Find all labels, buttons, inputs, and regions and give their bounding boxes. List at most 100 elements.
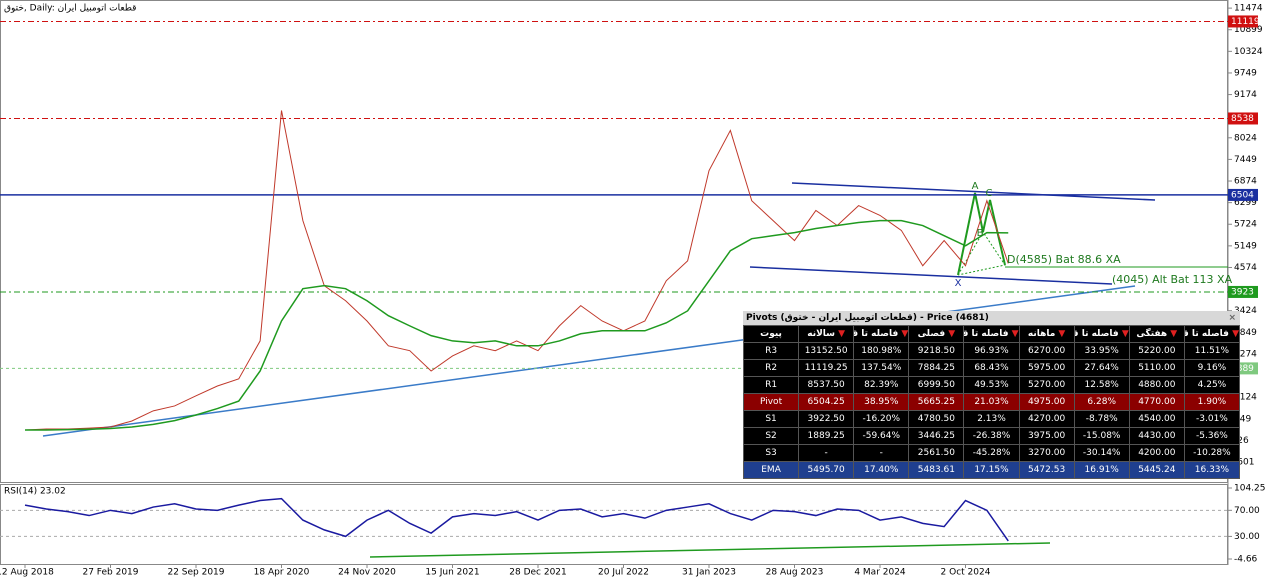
annotation: (4045) Alt Bat 113 XA: [1112, 273, 1233, 286]
level-tag: [1228, 112, 1258, 125]
rsi-title: RSI(14) 23.02: [4, 487, 66, 497]
table-title: Pivots (قطعات اتومبیل ایران - ختوق) - Pr…: [743, 311, 1240, 325]
table-cell: 5445.24: [1128, 461, 1185, 479]
rsi-trend-line: [369, 542, 1051, 558]
header-text: فاصله تا قیمت: [1185, 329, 1229, 339]
header-row: پیوت▼ سالانه▼ فاصله تا قیمت▼ فصلی▼ فاصله…: [742, 325, 1241, 343]
table-cell: -8.78%: [1073, 410, 1130, 428]
header-cell: ▼ فاصله تا قیمت: [853, 325, 910, 343]
x-tick-label: 28 Aug 2023: [766, 568, 824, 578]
table-cell: 12.58%: [1073, 376, 1130, 394]
trend-line: [749, 266, 1113, 285]
header-text: فاصله تا قیمت: [965, 329, 1009, 339]
x-tick-label: 27 Feb 2019: [82, 568, 138, 578]
table-cell: 5975.00: [1018, 359, 1075, 377]
y-tick-label: 3424: [1234, 306, 1257, 316]
table-cell: 27.64%: [1073, 359, 1130, 377]
annotation: B: [977, 228, 984, 239]
level-label: 3923: [1231, 287, 1254, 297]
table-cell: 11.51%: [1183, 342, 1241, 360]
table-cell: -45.28%: [963, 444, 1020, 462]
pattern: [957, 231, 1006, 276]
table-cell: -15.08%: [1073, 427, 1130, 445]
table-cell: 16.91%: [1073, 461, 1130, 479]
table-cell: 5495.70: [798, 461, 855, 479]
table-cell: 38.95%: [853, 393, 910, 411]
level-label: 11119: [1231, 17, 1260, 27]
table-cell: 2.13%: [963, 410, 1020, 428]
close-button[interactable]: ×: [1228, 313, 1236, 323]
table-cell: -3.01%: [1183, 410, 1241, 428]
annotation: D(4585) Bat 88.6 XA: [1007, 253, 1121, 266]
table-cell: Pivot: [742, 393, 800, 411]
y-tick-label: -26: [1234, 436, 1249, 446]
table-cell: S2: [742, 427, 800, 445]
table-cell: 4270.00: [1018, 410, 1075, 428]
header-cell: ▼ فصلی: [908, 325, 965, 343]
table-cell: 21.03%: [963, 393, 1020, 411]
table-cell: R1: [742, 376, 800, 394]
x-tick-label: 15 Jun 2021: [425, 568, 479, 578]
table-cell: 16.33%: [1183, 461, 1241, 479]
series-line: [24, 110, 1009, 431]
table-row: EMA 5495.70 17.40% 5483.61 17.15% 5472.53 16.9…: [742, 461, 1241, 479]
header-text: فاصله تا قیمت: [855, 329, 899, 339]
table-cell: R3: [742, 342, 800, 360]
annotation: C: [986, 188, 993, 199]
sort-icon: ▼: [835, 329, 846, 339]
y-tick-label: 10899: [1234, 25, 1263, 35]
trend-line: [791, 182, 1156, 201]
level-tag: [1228, 188, 1258, 201]
table-cell: -10.28%: [1183, 444, 1241, 462]
y-tick-label: 4574: [1234, 263, 1257, 273]
x-tick-label: 22 Sep 2019: [167, 568, 224, 578]
table-cell: 5472.53: [1018, 461, 1075, 479]
table-cell: 3446.25: [908, 427, 965, 445]
table-cell: 82.39%: [853, 376, 910, 394]
table-cell: 137.54%: [853, 359, 910, 377]
table-cell: 4540.00: [1128, 410, 1185, 428]
y-tick-label: 9174: [1234, 90, 1257, 100]
header-cell: ▼ فاصله تا قیمت: [1073, 325, 1130, 343]
level-label: 6504: [1231, 190, 1254, 200]
y-tick-label: 104.25: [1234, 484, 1266, 494]
x-tick-label: 18 Apr 2020: [254, 568, 310, 578]
table-cell: 2561.50: [908, 444, 965, 462]
table-cell: 4.25%: [1183, 376, 1241, 394]
header-text: ماهانه: [1027, 329, 1056, 339]
table-cell: -: [853, 444, 910, 462]
y-tick-label: 30.00: [1234, 532, 1260, 542]
y-tick-label: 5724: [1234, 220, 1257, 230]
table-row: S2 1889.25 -59.64% 3446.25 -26.38% 3975.00 -15…: [742, 427, 1241, 445]
sort-icon: ▼: [898, 329, 909, 339]
table-cell: 4975.00: [1018, 393, 1075, 411]
y-tick-label: 10324: [1234, 47, 1263, 57]
pivot-table: Pivots (قطعات اتومبیل ایران - ختوق) - Pr…: [742, 311, 1241, 479]
annotation: X: [955, 278, 962, 289]
y-tick-label: 1124: [1234, 393, 1257, 403]
table-row: S3- -2561.50 -45.28% 3270.00 -30.14% 4200.00-…: [742, 444, 1241, 462]
series-line: [25, 219, 1009, 431]
y-tick-label: 8024: [1234, 133, 1257, 143]
header-text: هفتگی: [1136, 329, 1168, 339]
table-cell: 5665.25: [908, 393, 965, 411]
table-cell: 5110.00: [1128, 359, 1185, 377]
x-tick-label: 12 Aug 2018: [0, 568, 54, 578]
table-cell: 96.93%: [963, 342, 1020, 360]
table-row: Pivot 6504.25 38.95% 5665.25 21.03% 4975.00 6.…: [742, 393, 1241, 411]
table-cell: 3270.00: [1018, 444, 1075, 462]
table-row: S1 3922.50 -16.20% 4780.50 2.13% 4270.00 -8.78…: [742, 410, 1241, 428]
sort-icon: ▼: [1008, 329, 1019, 339]
series-line: [24, 497, 1009, 542]
table-cell: -59.64%: [853, 427, 910, 445]
table-cell: 68.43%: [963, 359, 1020, 377]
table-cell: R2: [742, 359, 800, 377]
y-tick-label: 549: [1234, 414, 1251, 424]
header-cell: ▼ فاصله تا قیمت: [963, 325, 1020, 343]
y-tick-label: 7449: [1234, 155, 1257, 165]
level-label: 8538: [1231, 114, 1254, 124]
header-cell: ▼ فاصله تا قیمت: [1183, 325, 1241, 343]
y-tick-label: 2849: [1234, 328, 1257, 338]
